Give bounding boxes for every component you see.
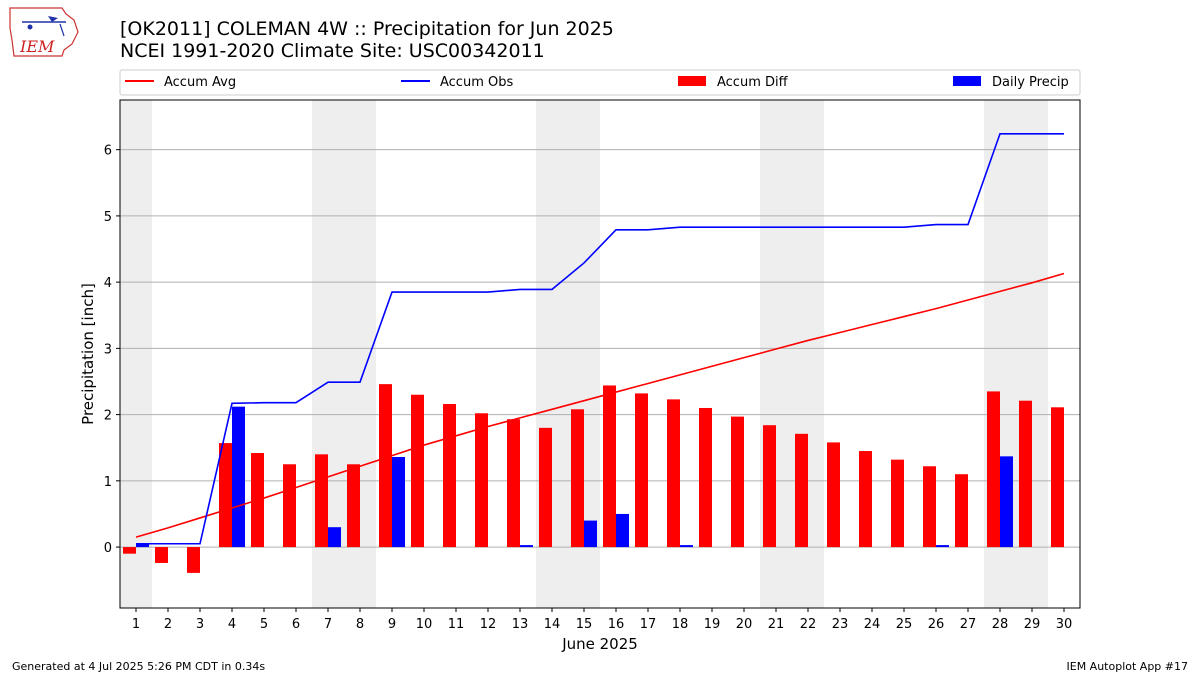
accum-diff-bar — [859, 451, 872, 548]
x-tick-label: 8 — [356, 617, 364, 632]
legend-swatch — [678, 76, 706, 86]
x-tick-label: 15 — [576, 617, 593, 632]
x-tick-label: 1 — [132, 617, 140, 632]
x-tick-label: 26 — [928, 617, 945, 632]
accum-diff-bar — [955, 474, 968, 548]
accum-diff-bar — [827, 442, 840, 548]
y-tick-label: 1 — [104, 475, 112, 490]
accum-diff-bar — [507, 419, 520, 548]
x-tick-label: 10 — [416, 617, 433, 632]
y-tick-label: 4 — [104, 276, 112, 291]
x-tick-label: 30 — [1056, 617, 1073, 632]
accum-diff-bar — [923, 466, 936, 548]
accum-diff-bar — [155, 547, 168, 563]
y-tick-label: 6 — [104, 144, 112, 159]
x-tick-label: 2 — [164, 617, 172, 632]
daily-precip-bar — [584, 520, 597, 548]
legend-label: Accum Avg — [164, 75, 236, 90]
x-tick-label: 16 — [608, 617, 625, 632]
accum-avg-line — [135, 272, 1065, 538]
x-tick-label: 23 — [832, 617, 849, 632]
x-tick-label: 22 — [800, 617, 817, 632]
y-axis-label: Precipitation [inch] — [79, 283, 97, 425]
accum-diff-bar — [987, 391, 1000, 548]
y-tick-label: 0 — [104, 541, 112, 556]
accum-diff-bar — [411, 394, 424, 548]
daily-precip-bar — [392, 456, 405, 548]
legend-label: Accum Obs — [440, 75, 513, 90]
accum-diff-bar — [699, 407, 712, 548]
accum-diff-bar — [443, 404, 456, 548]
weekend-shade — [120, 100, 152, 608]
accum-diff-bar — [603, 385, 616, 548]
accum-diff-bar — [891, 459, 904, 548]
accum-diff-bar — [1051, 407, 1064, 548]
x-tick-label: 24 — [864, 617, 881, 632]
x-tick-label: 14 — [544, 617, 561, 632]
daily-precip-bar — [232, 406, 245, 548]
x-tick-label: 28 — [992, 617, 1009, 632]
y-tick-label: 2 — [104, 409, 112, 424]
accum-diff-bar — [123, 547, 136, 554]
daily-precip-bar — [680, 545, 693, 548]
x-tick-label: 19 — [704, 617, 721, 632]
x-tick-label: 18 — [672, 617, 689, 632]
x-tick-label: 4 — [228, 617, 236, 632]
x-axis-label: June 2025 — [561, 635, 638, 653]
accum-diff-bar — [379, 384, 392, 548]
daily-precip-bar — [936, 545, 949, 548]
logo-text: IEM — [19, 37, 55, 56]
legend-label: Daily Precip — [992, 75, 1069, 90]
legend-box — [119, 69, 1081, 96]
y-tick-label: 5 — [104, 210, 112, 225]
x-tick-label: 3 — [196, 617, 204, 632]
x-tick-label: 11 — [448, 617, 465, 632]
accum-diff-bar — [539, 427, 552, 548]
legend-label: Accum Diff — [717, 75, 789, 90]
daily-precip-bar — [1000, 456, 1013, 548]
legend-swatch — [953, 76, 981, 86]
accum-diff-bar — [219, 443, 232, 548]
accum-diff-bar — [635, 393, 648, 548]
y-tick-label: 3 — [104, 342, 112, 357]
x-tick-label: 5 — [260, 617, 268, 632]
x-tick-label: 12 — [480, 617, 497, 632]
chart-title: [OK2011] COLEMAN 4W :: Precipitation for… — [120, 18, 614, 40]
accum-diff-bar — [187, 547, 200, 573]
accum-diff-bar — [475, 413, 488, 548]
app-credit: IEM Autoplot App #17 — [1066, 660, 1189, 673]
x-tick-label: 29 — [1024, 617, 1041, 632]
accum-diff-bar — [315, 454, 328, 548]
accum-diff-bar — [1019, 400, 1032, 548]
daily-precip-bar — [328, 527, 341, 548]
x-tick-label: 27 — [960, 617, 977, 632]
x-tick-label: 13 — [512, 617, 529, 632]
iem-logo: IEM — [9, 7, 79, 57]
accum-diff-bar — [283, 464, 296, 548]
accum-diff-bar — [763, 425, 776, 548]
plot-frame — [119, 99, 1081, 609]
x-tick-label: 7 — [324, 617, 332, 632]
chart-subtitle: NCEI 1991-2020 Climate Site: USC00342011 — [120, 40, 545, 62]
daily-precip-bar — [520, 545, 533, 548]
accum-obs-line — [136, 132, 1064, 545]
x-tick-label: 9 — [388, 617, 396, 632]
accum-diff-bar — [571, 409, 584, 548]
accum-diff-bar — [347, 464, 360, 548]
x-tick-label: 17 — [640, 617, 657, 632]
x-tick-label: 20 — [736, 617, 753, 632]
generated-timestamp: Generated at 4 Jul 2025 5:26 PM CDT in 0… — [12, 660, 266, 673]
x-tick-label: 6 — [292, 617, 300, 632]
x-tick-label: 25 — [896, 617, 913, 632]
accum-diff-bar — [795, 433, 808, 548]
accum-diff-bar — [667, 399, 680, 548]
daily-precip-bar — [616, 513, 629, 548]
daily-precip-bar — [136, 543, 149, 548]
x-tick-label: 21 — [768, 617, 785, 632]
accum-diff-bar — [731, 416, 744, 548]
